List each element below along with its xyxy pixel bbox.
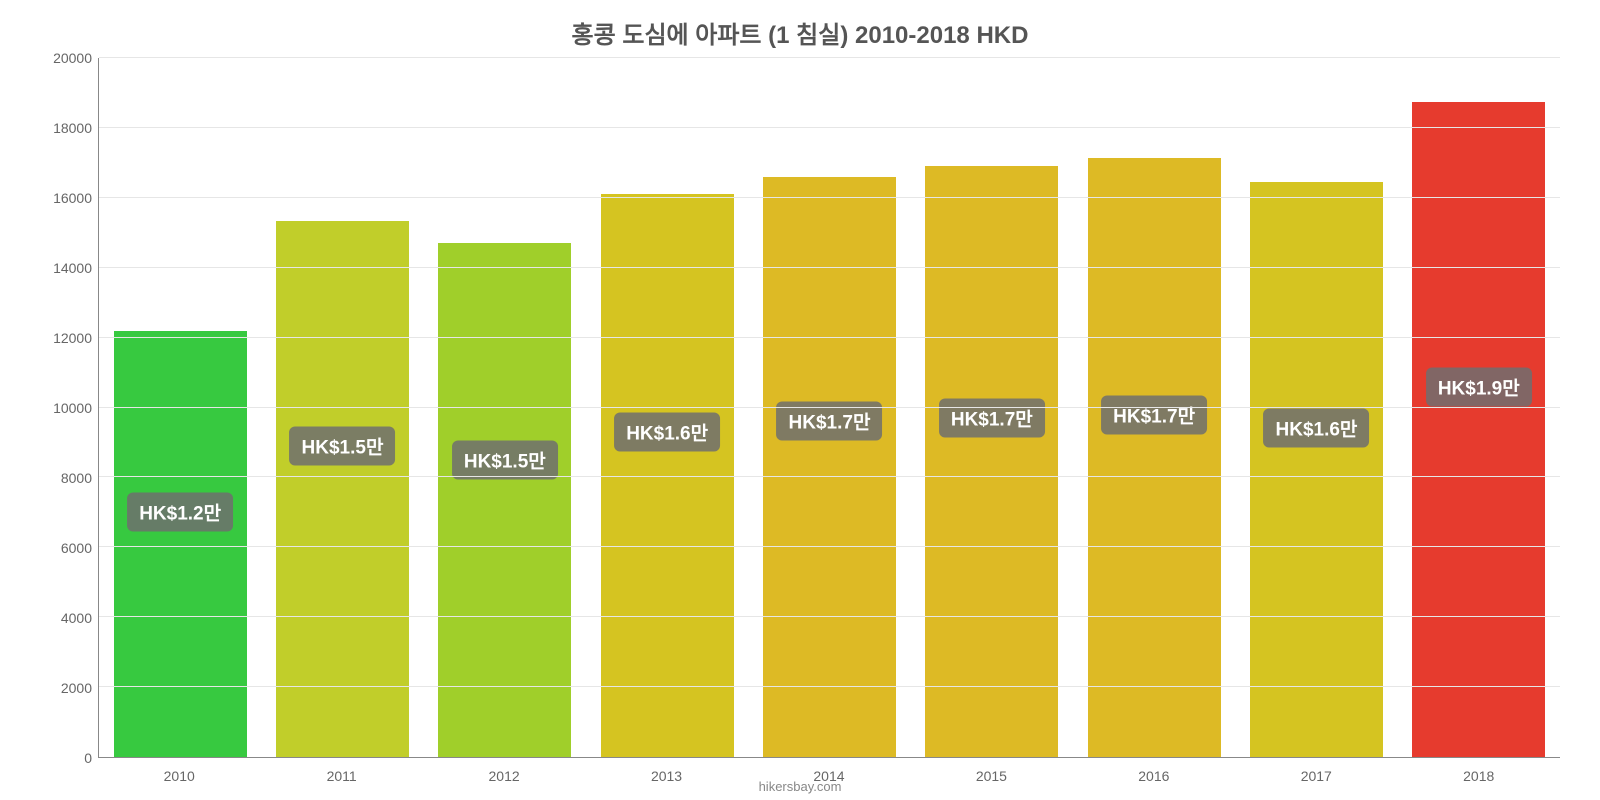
bar-label-wrap: HK$1.6만 xyxy=(1235,58,1397,757)
y-tick-label: 2000 xyxy=(61,680,92,696)
bar-slot: HK$1.9만 xyxy=(1398,58,1560,757)
plot-area: HK$1.2만 HK$1.5만 HK$1.5만 HK$1.6만 HK$1.7만 HK$1.… xyxy=(98,58,1560,758)
bar-label-wrap: HK$1.7만 xyxy=(1073,58,1235,757)
y-tick-label: 14000 xyxy=(53,260,92,276)
bar-slot: HK$1.5만 xyxy=(424,58,586,757)
grid-line xyxy=(99,337,1560,338)
bar-value-label: HK$1.9만 xyxy=(1426,367,1532,406)
y-tick-label: 8000 xyxy=(61,470,92,486)
grid-line xyxy=(99,57,1560,58)
bar-slot: HK$1.2만 xyxy=(99,58,261,757)
bar-label-wrap: HK$1.7만 xyxy=(911,58,1073,757)
bar-label-wrap: HK$1.5만 xyxy=(424,58,586,757)
bar-value-label: HK$1.6만 xyxy=(1264,409,1370,448)
y-axis: 0200040006000800010000120001400016000180… xyxy=(40,58,98,758)
bar-slot: HK$1.6만 xyxy=(1235,58,1397,757)
grid-line xyxy=(99,407,1560,408)
y-tick-label: 10000 xyxy=(53,400,92,416)
chart-plot-wrap: 0200040006000800010000120001400016000180… xyxy=(40,58,1560,758)
y-tick-label: 12000 xyxy=(53,330,92,346)
bar-value-label: HK$1.6만 xyxy=(614,412,720,451)
bar-value-label: HK$1.7만 xyxy=(939,399,1045,438)
y-tick-label: 20000 xyxy=(53,50,92,66)
grid-line xyxy=(99,476,1560,477)
bar-label-wrap: HK$1.9만 xyxy=(1398,58,1560,757)
grid-line xyxy=(99,546,1560,547)
bar-label-wrap: HK$1.7만 xyxy=(748,58,910,757)
bar-value-label: HK$1.7만 xyxy=(1101,395,1207,434)
chart-container: 홍콩 도심에 아파트 (1 침실) 2010-2018 HKD 0 2000 400… xyxy=(0,0,1600,800)
bar-slot: HK$1.7만 xyxy=(1073,58,1235,757)
y-tick-label: 18000 xyxy=(53,120,92,136)
bar-label-wrap: HK$1.5만 xyxy=(261,58,423,757)
y-tick-label: 16000 xyxy=(53,190,92,206)
bar-label-wrap: HK$1.6만 xyxy=(586,58,748,757)
grid-line xyxy=(99,127,1560,128)
bar-slot: HK$1.5만 xyxy=(261,58,423,757)
y-tick-label: 4000 xyxy=(61,610,92,626)
grid-line xyxy=(99,686,1560,687)
bar-value-label: HK$1.5만 xyxy=(452,440,558,479)
y-tick-label: 0 xyxy=(84,750,92,766)
grid-line xyxy=(99,267,1560,268)
chart-title: 홍콩 도심에 아파트 (1 침실) 2010-2018 HKD xyxy=(40,15,1560,50)
grid-line xyxy=(99,197,1560,198)
bar-slot: HK$1.7만 xyxy=(748,58,910,757)
bars-group: HK$1.2만 HK$1.5만 HK$1.5만 HK$1.6만 HK$1.7만 HK$1.… xyxy=(99,58,1560,757)
y-tick-label: 6000 xyxy=(61,540,92,556)
bar-value-label: HK$1.7만 xyxy=(777,402,883,441)
bar-slot: HK$1.7만 xyxy=(911,58,1073,757)
bar-value-label: HK$1.5만 xyxy=(290,426,396,465)
grid-line xyxy=(99,616,1560,617)
bar-slot: HK$1.6만 xyxy=(586,58,748,757)
chart-footer: hikersbay.com xyxy=(0,779,1600,794)
bar-value-label: HK$1.2만 xyxy=(127,493,233,532)
bar-label-wrap: HK$1.2만 xyxy=(99,58,261,757)
